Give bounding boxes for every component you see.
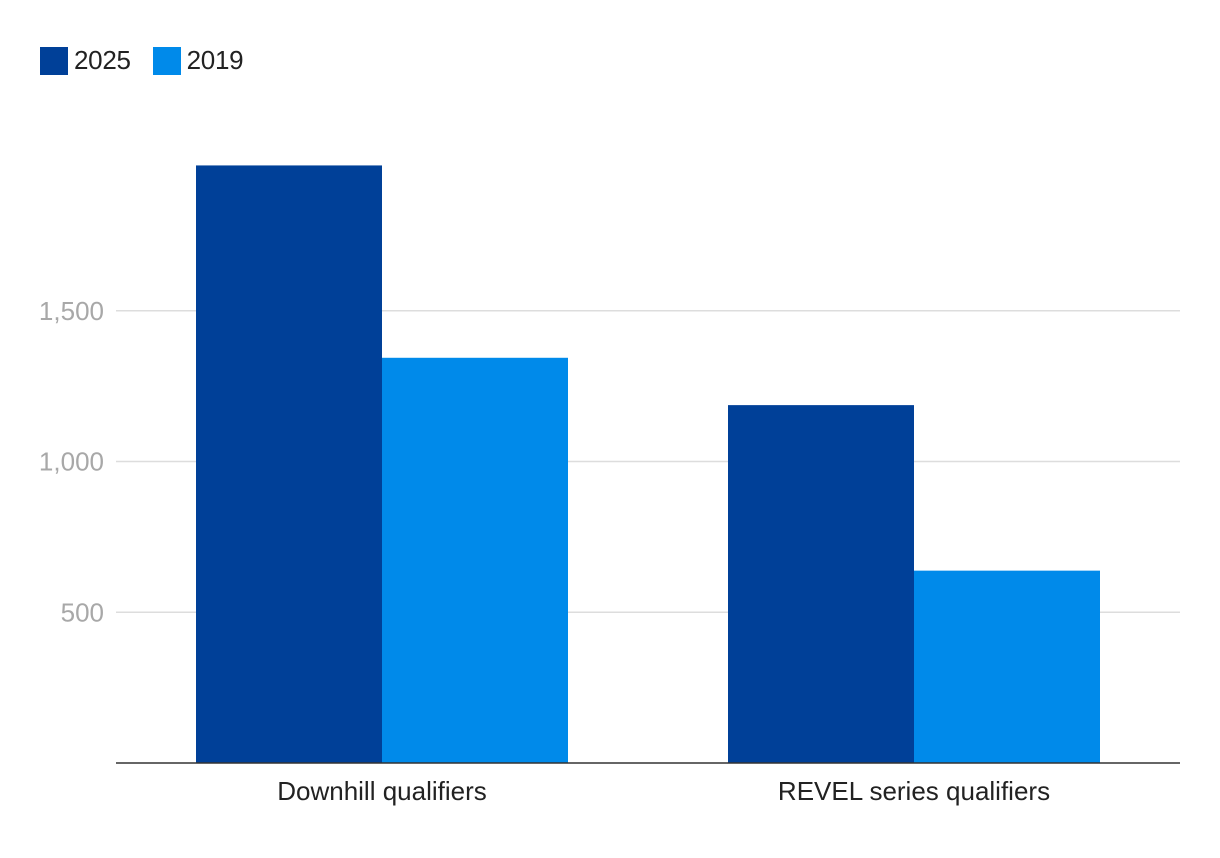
- x-category-label: REVEL series qualifiers: [778, 776, 1050, 806]
- legend: 2025 2019: [40, 45, 244, 76]
- bar-2019-revel-series-qualifiers: [914, 570, 1100, 763]
- legend-swatch-2025: [40, 46, 68, 75]
- bars: [196, 165, 1100, 763]
- legend-swatch-2019: [152, 46, 181, 75]
- bar-2019-downhill-qualifiers: [382, 357, 568, 763]
- bar-2025-revel-series-qualifiers: [728, 405, 914, 763]
- y-tick-label: 1,000: [39, 447, 104, 477]
- x-category-label: Downhill qualifiers: [277, 776, 487, 806]
- legend-label-2025: 2025: [74, 45, 131, 75]
- legend-item-2025: 2025: [40, 45, 131, 76]
- axes: 500 1,000 1,500 Downhill qualifiers REVEL se…: [39, 296, 1180, 806]
- y-tick-label: 500: [61, 597, 104, 627]
- y-tick-label: 1,500: [39, 296, 104, 326]
- legend-label-2019: 2019: [186, 45, 244, 75]
- legend-item-2019: 2019: [152, 45, 244, 76]
- bar-2025-downhill-qualifiers: [196, 165, 382, 763]
